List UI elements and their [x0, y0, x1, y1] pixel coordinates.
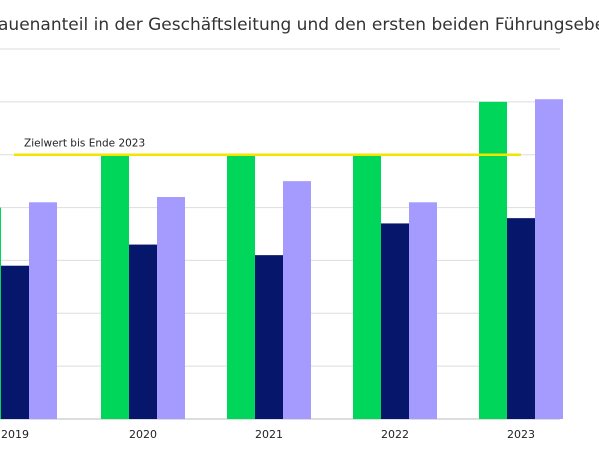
bar-2023-s1	[479, 101, 507, 419]
bar-2019-s3	[29, 202, 57, 419]
x-tick-label: 2020	[129, 428, 157, 441]
bar-2021-s2	[255, 255, 283, 419]
x-tick-label: 2022	[381, 428, 409, 441]
chart-title: auenanteil in der Geschäftsleitung und d…	[0, 15, 599, 35]
bar-2022-s1	[353, 154, 381, 419]
x-tick-label: 2021	[255, 428, 283, 441]
x-tick-labels: 2019 2020 2021 2022 2023	[1, 428, 535, 441]
bar-2021-s3	[283, 181, 311, 419]
bar-2019-s1	[0, 207, 1, 419]
bar-2022-s3	[409, 202, 437, 419]
reference-line-label: Zielwert bis Ende 2023	[24, 138, 145, 150]
bar-2020-s2	[129, 244, 157, 419]
bar-2023-s2	[507, 218, 535, 419]
bar-2020-s3	[157, 197, 185, 419]
bar-2021-s1	[227, 154, 255, 419]
bar-2019-s2	[1, 265, 29, 419]
bar-2023-s3	[535, 99, 563, 419]
bars	[0, 99, 563, 419]
bar-2020-s1	[101, 154, 129, 419]
reference-line-group: Zielwert bis Ende 2023	[14, 138, 521, 156]
x-tick-label: 2023	[507, 428, 535, 441]
bar-2022-s2	[381, 223, 409, 419]
x-tick-label: 2019	[1, 428, 29, 441]
